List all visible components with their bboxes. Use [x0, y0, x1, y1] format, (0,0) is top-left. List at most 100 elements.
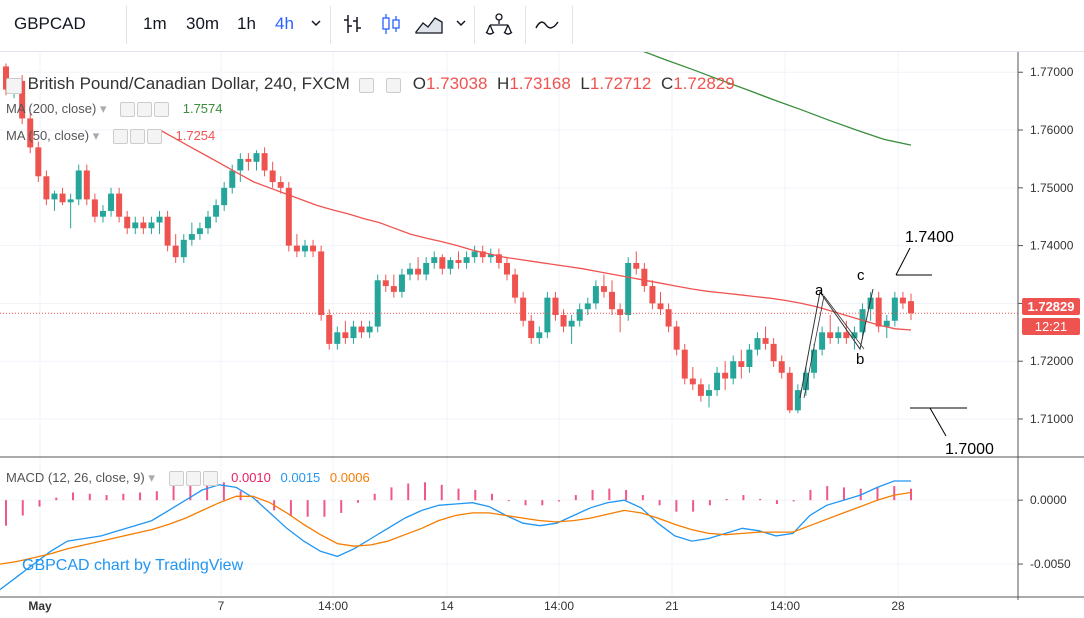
- candle: [722, 372, 729, 379]
- macd-hist-bar: [558, 500, 561, 502]
- close-icon[interactable]: [146, 129, 162, 145]
- candle: [600, 286, 607, 292]
- macd-hist-bar: [725, 498, 728, 501]
- chevron-down-icon[interactable]: ▾: [99, 101, 107, 116]
- time-tick-label: 7: [218, 599, 225, 613]
- interval-4h-button[interactable]: 4h: [275, 14, 294, 33]
- candle: [293, 245, 300, 252]
- candle: [576, 309, 583, 321]
- abc-wave-line: [803, 295, 865, 399]
- macd-hist-bar: [742, 495, 745, 501]
- candle: [390, 286, 397, 292]
- time-tick-label: May: [28, 599, 52, 613]
- ohlc-l-value: 1.72712: [589, 74, 652, 93]
- toolbar-divider: [525, 6, 526, 44]
- candle: [592, 286, 599, 304]
- gear-icon[interactable]: [137, 102, 153, 118]
- ohlc-c-label: C: [660, 74, 674, 93]
- indicators-icon[interactable]: [484, 12, 514, 43]
- ohlc-c-value: 1.72829: [673, 74, 735, 93]
- candle: [67, 199, 74, 203]
- candle: [374, 280, 381, 327]
- candle: [277, 182, 284, 188]
- candle: [253, 153, 260, 162]
- eye-icon[interactable]: [112, 129, 128, 145]
- top-toolbar: GBPCAD 1m 30m 1h 4h: [0, 0, 1084, 52]
- time-tick-label: 28: [891, 599, 905, 613]
- candle: [754, 338, 761, 350]
- area-style-icon[interactable]: [414, 12, 444, 41]
- bar-style-icon[interactable]: [342, 12, 364, 41]
- candle: [156, 216, 163, 223]
- symbol-search-button[interactable]: GBPCAD: [14, 14, 86, 33]
- candle: [237, 158, 244, 171]
- candle: [673, 326, 680, 350]
- macd-hist-bar: [189, 482, 192, 501]
- macd-hist-bar: [759, 498, 762, 501]
- time-tick-label: 21: [665, 599, 679, 613]
- macd-hist-bar: [591, 489, 594, 501]
- eye-icon[interactable]: [168, 471, 184, 487]
- candle: [124, 216, 131, 229]
- candle: [520, 297, 527, 321]
- price-tick-label: 1.77000: [1030, 65, 1074, 79]
- compare-icon[interactable]: [534, 14, 562, 41]
- macd-hist-bar: [323, 500, 326, 517]
- candle: [762, 338, 769, 344]
- close-icon[interactable]: [154, 102, 170, 118]
- candle: [318, 251, 325, 315]
- candle: [188, 234, 195, 240]
- macd-hist-bar: [893, 486, 896, 501]
- price-chart[interactable]: 1.770001.760001.750001.740001.730001.720…: [0, 52, 1084, 618]
- countdown-tag: 12:21: [1022, 318, 1080, 335]
- macd-label: MACD (12, 26, close, 9): [6, 470, 145, 485]
- price-tick-label: 1.74000: [1030, 239, 1074, 253]
- candle: [536, 332, 543, 339]
- candle: [83, 170, 90, 200]
- macd-hist-bar: [675, 500, 678, 512]
- candle: [172, 245, 179, 258]
- macd-hist-bar: [139, 492, 142, 501]
- candle: [471, 251, 478, 258]
- collapse-icon[interactable]: [6, 77, 22, 94]
- macd-hist-bar: [842, 487, 845, 501]
- eye-icon[interactable]: [120, 102, 136, 118]
- interval-1m-button[interactable]: 1m: [143, 14, 167, 33]
- interval-1h-button[interactable]: 1h: [237, 14, 256, 33]
- gear-icon[interactable]: [185, 471, 201, 487]
- tradingview-watermark[interactable]: GBPCAD chart by TradingView: [22, 557, 244, 574]
- candle: [75, 170, 82, 200]
- gear-icon[interactable]: [129, 129, 145, 145]
- macd-hist-bar: [21, 500, 24, 516]
- eye-icon[interactable]: [386, 78, 402, 94]
- candle: [140, 222, 147, 229]
- chevron-down-icon[interactable]: [359, 78, 375, 94]
- ma200-line: [643, 52, 912, 146]
- macd-hist-bar: [55, 497, 58, 501]
- candle-style-icon[interactable]: [380, 12, 402, 41]
- chevron-down-icon[interactable]: [309, 16, 323, 35]
- candle: [423, 262, 430, 275]
- candle: [447, 260, 454, 269]
- chevron-down-icon[interactable]: ▾: [148, 470, 155, 485]
- candle: [366, 326, 373, 333]
- close-icon[interactable]: [202, 471, 218, 487]
- wave-label-a: a: [815, 282, 824, 299]
- chevron-down-icon[interactable]: ▾: [92, 128, 100, 143]
- candle: [99, 210, 106, 217]
- level-high-pointer: [895, 247, 911, 276]
- candle: [342, 332, 349, 339]
- macd-hist-bar: [407, 483, 410, 501]
- candle: [819, 332, 826, 350]
- macd-hist-bar: [910, 488, 912, 501]
- candle: [899, 297, 906, 304]
- macd-hist-bar: [72, 492, 75, 501]
- chevron-down-icon[interactable]: [454, 16, 468, 35]
- candle: [738, 361, 745, 367]
- candle: [609, 291, 616, 310]
- candle: [714, 372, 721, 391]
- candle: [116, 193, 123, 217]
- interval-30m-button[interactable]: 30m: [186, 14, 220, 33]
- candle: [213, 205, 220, 217]
- ma200-legend: MA (200, close) ▾ 1.7574: [6, 101, 223, 118]
